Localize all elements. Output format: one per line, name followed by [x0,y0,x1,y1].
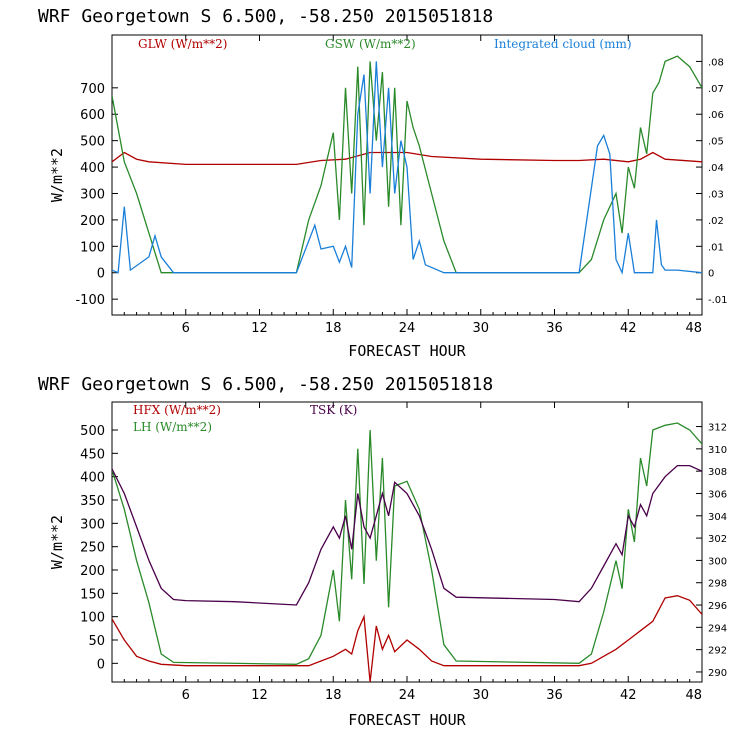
y-tick-label: 400 [80,471,105,486]
y2-tick-label: 300 [708,556,727,567]
y-tick-label: 250 [80,541,105,556]
y2-tick-label: .02 [708,216,724,227]
y2-tick-label: 310 [708,445,727,456]
y-tick-label: 100 [80,240,105,255]
y-tick-label: 200 [80,214,105,229]
y2-tick-label: 296 [708,601,727,612]
x-tick-label: 42 [620,321,637,336]
x-tick-label: 12 [251,321,268,336]
series-line-lh [112,422,702,665]
y2-tick-label: .06 [708,110,724,121]
series-line-hfx [112,595,702,682]
x-tick-label: 18 [325,688,342,703]
legend-entry: Integrated cloud (mm) [494,37,632,51]
x-tick-label: 24 [399,321,416,336]
chart-panel-2: WRF Georgetown S 6.500, -58.250 20150518… [38,374,727,729]
legend-entry: HFX (W/m**2) [133,403,221,417]
series-line-tsk [112,464,702,606]
y-tick-label: 500 [80,135,105,150]
y2-tick-label: .08 [708,57,724,68]
series-line-integrated [112,61,702,275]
y2-tick-label: 290 [708,668,727,679]
y-tick-label: 300 [80,187,105,202]
x-tick-label: 24 [399,688,416,703]
x-tick-label: 30 [472,688,489,703]
y-tick-label: 400 [80,161,105,176]
x-tick-label: 36 [546,321,563,336]
chart-title: WRF Georgetown S 6.500, -58.250 20150518… [38,374,493,395]
x-tick-label: 6 [182,321,190,336]
x-axis-label: FORECAST HOUR [348,342,466,360]
legend-entry: GLW (W/m**2) [138,37,227,51]
y2-tick-label: .03 [708,189,724,200]
x-tick-label: 48 [685,321,702,336]
x-tick-label: 6 [182,688,190,703]
x-axis-label: FORECAST HOUR [348,711,466,729]
y-tick-label: 150 [80,587,105,602]
legend-entry: TSK (K) [310,403,357,417]
y2-tick-label: .04 [708,163,724,174]
y2-tick-label: 292 [708,646,727,657]
y-tick-label: -100 [75,293,105,308]
y2-tick-label: 294 [708,623,727,634]
y2-tick-label: 312 [708,423,727,434]
y-tick-label: 600 [80,108,105,123]
y-tick-label: 500 [80,424,105,439]
series-line-gsw [112,55,702,274]
y-tick-label: 700 [80,82,105,97]
x-tick-label: 30 [472,321,489,336]
legend-entry: LH (W/m**2) [133,420,212,434]
y2-tick-label: .01 [708,242,724,253]
x-tick-label: 48 [685,688,702,703]
y2-tick-label: -.01 [708,295,728,306]
y-tick-label: 300 [80,517,105,532]
y2-tick-label: .07 [708,84,724,95]
chart-title: WRF Georgetown S 6.500, -58.250 20150518… [38,6,493,27]
y-tick-label: 200 [80,564,105,579]
y-tick-label: 0 [97,267,105,282]
y-tick-label: 0 [97,657,105,672]
y-axis-label: W/m**2 [48,148,66,202]
chart-panel-1: WRF Georgetown S 6.500, -58.250 20150518… [38,6,728,360]
y2-tick-label: 304 [708,512,727,523]
y-tick-label: 100 [80,611,105,626]
y-tick-label: 50 [88,634,105,649]
y-axis-label: W/m**2 [48,515,66,569]
y2-tick-label: 302 [708,534,727,545]
y2-tick-label: 308 [708,467,727,478]
y2-tick-label: 298 [708,579,727,590]
x-tick-label: 42 [620,688,637,703]
x-tick-label: 18 [325,321,342,336]
y-tick-label: 350 [80,494,105,509]
x-tick-label: 12 [251,688,268,703]
y2-tick-label: .05 [708,137,724,148]
x-tick-label: 36 [546,688,563,703]
y2-tick-label: 0 [708,269,714,280]
series-line-glw [112,151,702,166]
legend-entry: GSW (W/m**2) [325,37,416,51]
y-tick-label: 450 [80,447,105,462]
y2-tick-label: 306 [708,489,727,500]
